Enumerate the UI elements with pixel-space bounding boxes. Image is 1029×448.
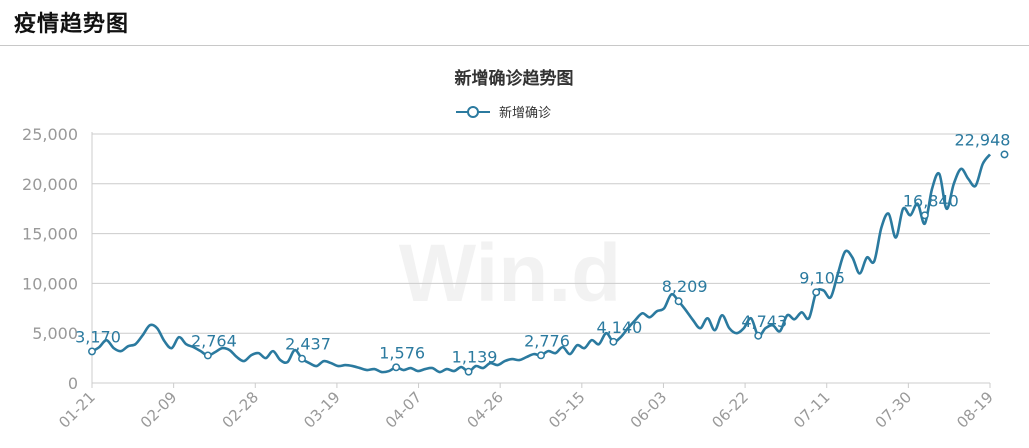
data-label: 2,764 <box>191 331 237 350</box>
x-tick-label: 03-19 <box>300 388 344 432</box>
chart-container: Win.d 新增确诊趋势图 新增确诊 0 5,000 10,000 15,000 20,… <box>0 46 1029 448</box>
data-label: 3,170 <box>75 327 121 346</box>
y-tick-label: 0 <box>68 374 78 393</box>
page-title: 疫情趋势图 <box>14 12 130 37</box>
data-point[interactable] <box>537 351 545 360</box>
data-point[interactable] <box>1000 150 1009 159</box>
data-label: 8,209 <box>662 277 708 296</box>
chart-legend[interactable]: 新增确诊 <box>456 105 551 121</box>
data-label: 16,840 <box>903 191 959 210</box>
data-point[interactable] <box>88 347 96 356</box>
x-tick-label: 06-22 <box>708 388 752 432</box>
y-tick-label: 20,000 <box>22 175 78 194</box>
data-point[interactable] <box>298 354 306 363</box>
data-label: 22,948 <box>954 130 1010 149</box>
page-header: 疫情趋势图 <box>0 0 1029 46</box>
y-tick-label: 15,000 <box>22 225 78 244</box>
data-point[interactable] <box>920 211 929 220</box>
x-tick-label: 02-09 <box>137 388 181 432</box>
watermark: Win.d <box>399 228 621 319</box>
data-label: 1,576 <box>379 343 425 362</box>
y-tick-label: 10,000 <box>22 274 78 293</box>
x-tick-label: 07-30 <box>872 388 916 432</box>
data-label: 9,105 <box>799 268 845 287</box>
data-point[interactable] <box>203 351 212 360</box>
x-tick-label: 04-07 <box>382 388 426 432</box>
data-label: 4,140 <box>597 318 643 337</box>
x-tick-label: 05-15 <box>545 388 589 432</box>
chart-title: 新增确诊趋势图 <box>455 68 574 89</box>
legend-marker <box>467 106 479 118</box>
data-label: 2,776 <box>524 331 570 350</box>
data-point[interactable] <box>754 331 763 340</box>
data-point[interactable] <box>609 337 618 346</box>
x-tick-label: 06-03 <box>627 388 671 432</box>
data-label: 2,437 <box>285 335 331 354</box>
data-label: 4,743 <box>741 312 787 331</box>
y-tick-label: 5,000 <box>32 324 78 343</box>
legend-label: 新增确诊 <box>499 105 551 121</box>
data-point[interactable] <box>464 367 473 376</box>
data-point[interactable] <box>674 297 683 306</box>
line-chart: Win.d 新增确诊趋势图 新增确诊 0 5,000 10,000 15,000 20,… <box>22 68 1010 432</box>
data-point[interactable] <box>812 288 821 297</box>
data-point[interactable] <box>392 363 401 372</box>
x-tick-label: 02-28 <box>219 388 263 432</box>
x-tick-label: 01-21 <box>55 388 99 432</box>
x-tick-label: 08-19 <box>953 388 997 432</box>
x-tick-label: 04-26 <box>463 388 507 432</box>
x-tick-label: 07-11 <box>790 388 834 432</box>
data-label: 1,139 <box>452 348 498 367</box>
y-tick-label: 25,000 <box>22 125 78 144</box>
